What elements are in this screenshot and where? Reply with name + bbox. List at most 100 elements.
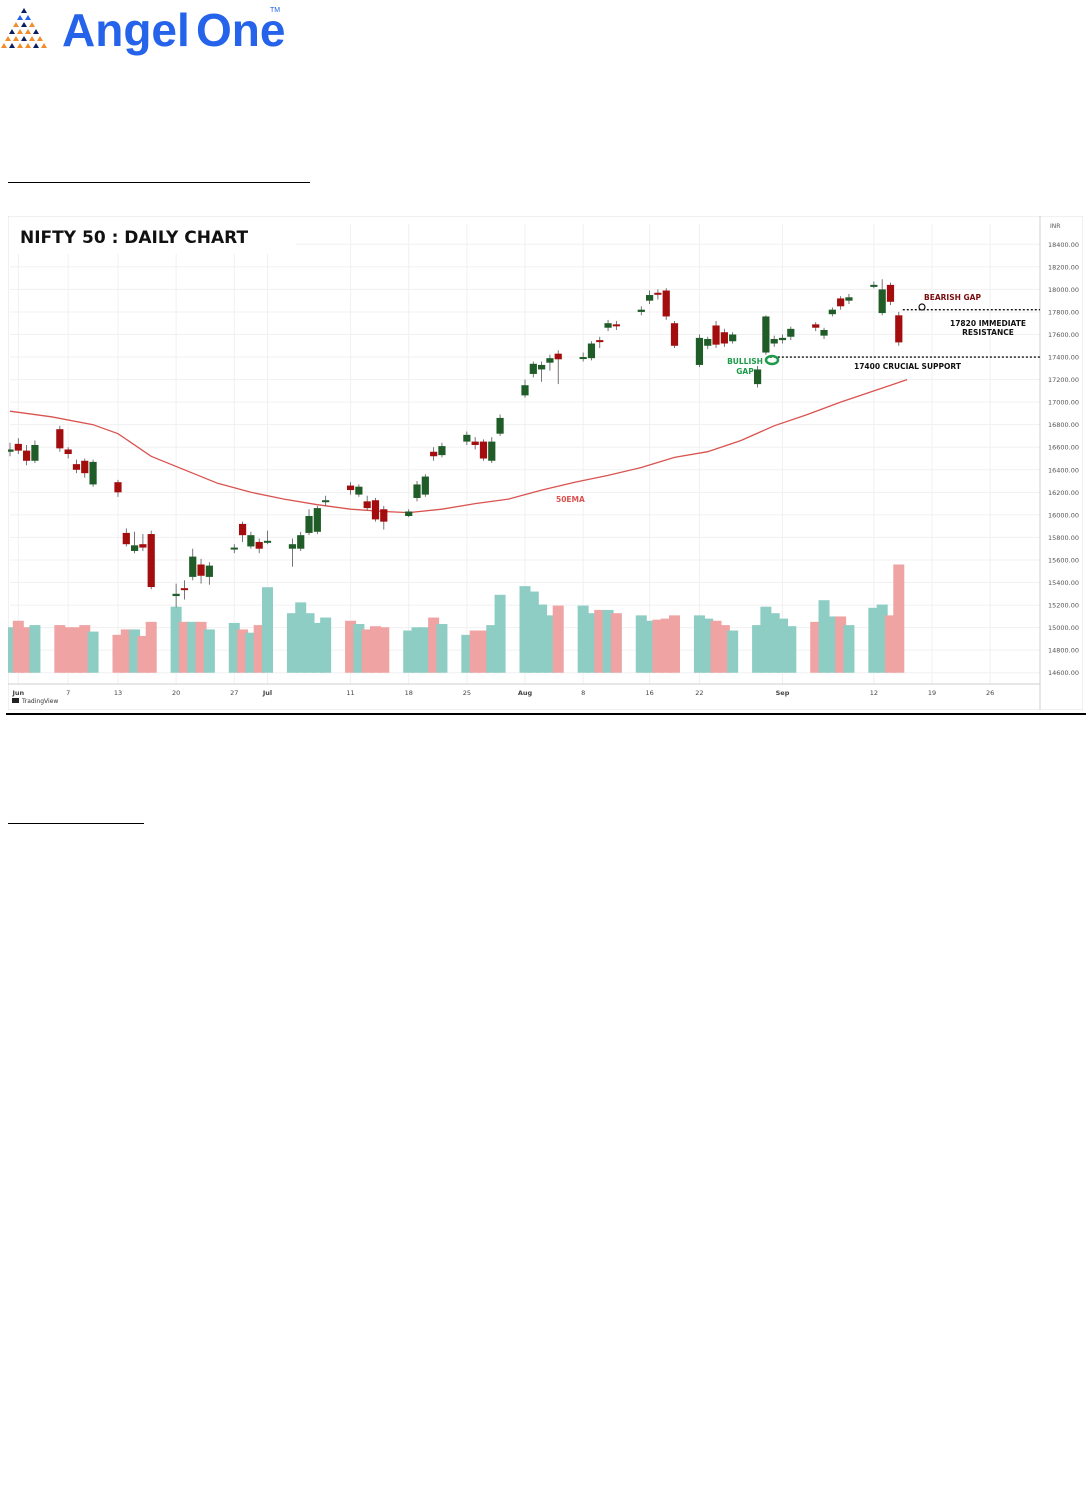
candle-body [81,460,89,474]
volume-bar [602,609,614,673]
y-tick-label: 15400.00 [1048,579,1079,587]
logo-triangle [9,43,15,48]
volume-bar [253,625,265,673]
tradingview-logo-icon [12,698,19,703]
candle-body [479,441,488,459]
support-label: 17400 CRUCIAL SUPPORT [854,362,962,371]
candle-body [139,544,147,548]
angel-one-logo: Angel One TM [0,0,300,70]
volume-bar [361,629,373,673]
x-axis: Jun 7 13 20 27 Jul 11 18 25 Aug 8 16 22 Sep 12 19 26 [11,689,994,697]
logo-triangle [17,15,23,20]
volume-bar [610,613,622,673]
volume-bar [644,620,656,673]
candle-body [371,500,380,520]
candle-body [695,337,704,365]
tradingview-credit: TradingView [21,698,58,705]
candle-body [529,363,537,374]
candle-body [637,309,645,312]
candle-body [878,289,886,314]
volume-bar [486,625,498,673]
candle-body [778,337,787,341]
volume-bar [718,625,730,673]
candle-body [288,544,297,549]
volume-bar [519,586,531,673]
volume-bar [195,621,207,673]
logo-triangle [13,22,19,27]
volume-bar [29,625,41,673]
chart-bottom-rule [6,713,1086,715]
chart-title: NIFTY 50 : DAILY CHART [20,228,248,248]
logo-triangle [25,15,31,20]
candle-body [471,441,479,445]
candle-body [413,484,421,498]
volume-bar [477,630,489,673]
candle-body [670,323,679,346]
candle-body [346,485,355,491]
x-tick-label: 18 [405,689,413,697]
volume-bar [552,605,564,673]
candle-body [205,565,213,577]
ema-50-line [9,378,908,514]
volume-bar [768,613,780,673]
ema-label: 50EMA [556,495,585,504]
x-tick-label: 25 [463,689,471,697]
volume-bar [594,609,606,673]
second-heading-underline [8,823,144,824]
volume-bar [203,629,215,673]
y-tick-label: 17200.00 [1048,376,1079,384]
candle-body [704,339,712,346]
volume-bar [286,613,298,673]
volume-bar [428,617,440,673]
volume-bar [884,615,896,673]
candle-body [812,324,820,328]
candle-body [521,385,529,396]
volume-bar [760,606,772,673]
candle-body [72,464,81,470]
y-tick-label: 14800.00 [1048,647,1079,655]
volume-bar [369,626,381,673]
candle-body [438,446,446,456]
resistance-label-line1: 17820 IMMEDIATE [950,319,1026,328]
candle-body [89,461,97,485]
candle-body [363,501,371,509]
candle-body [114,482,122,493]
candle-body [189,556,197,577]
candle-body [820,329,828,336]
volume-bar [577,605,589,673]
logo-triangle [17,43,23,48]
candle-body [297,535,305,549]
y-tick-label: 16800.00 [1048,421,1079,429]
volume-bar [810,621,822,673]
candle-body [845,297,853,301]
candle-body [238,523,247,536]
candle-body [56,429,64,449]
x-tick-label: Jul [262,689,272,697]
y-axis: 14600.00 14800.00 15000.00 15200.00 15400.00… [1048,241,1079,677]
candle-body [720,332,728,344]
candle-body [230,547,238,550]
y-tick-label: 17000.00 [1048,399,1079,407]
logo-triangle [21,8,27,13]
volume-bar [79,625,91,673]
candle-body [828,309,836,315]
volume-bar [710,620,722,673]
candle-body [122,532,130,545]
y-tick-label: 16600.00 [1048,444,1079,452]
volume-bars [8,564,905,673]
volume-bar [8,627,16,673]
volume-bar [378,627,390,673]
x-tick-label: Aug [518,689,533,697]
volume-bar [411,627,423,673]
y-tick-label: 18000.00 [1048,286,1079,294]
logo-triangle [21,36,27,41]
volume-bar [87,631,99,673]
volume-bar [727,630,739,673]
candle-body [488,441,496,461]
logo-triangle [33,29,39,34]
x-tick-label: 19 [928,689,936,697]
candle-body [463,434,471,442]
candle-body [14,443,22,451]
y-tick-label: 16000.00 [1048,511,1079,519]
volume-bar [245,632,257,673]
